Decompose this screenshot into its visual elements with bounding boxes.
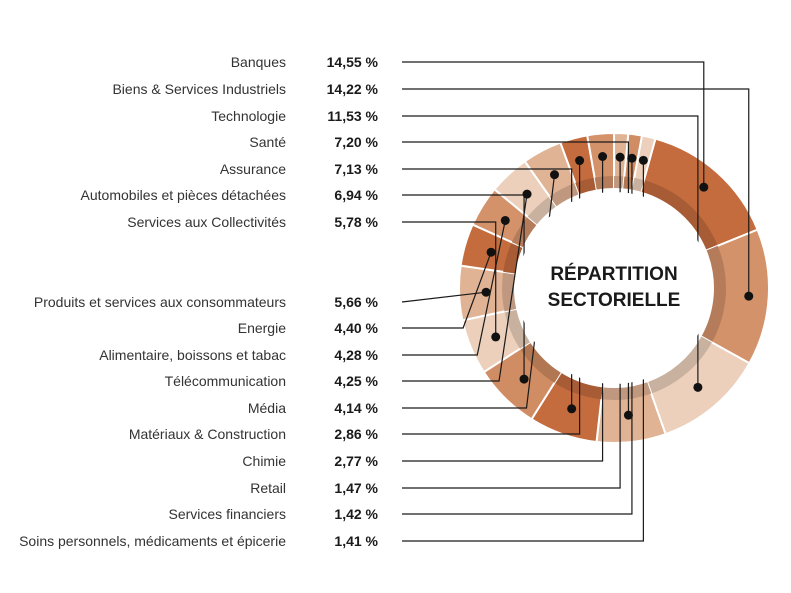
slice-band-5 [554,372,603,400]
category-label: Biens & Services Industriels [112,81,286,97]
category-label: Alimentaire, boissons et tabac [99,347,286,363]
leader-dot [491,332,501,342]
category-label: Services financiers [169,506,287,522]
category-label: Matériaux & Construction [129,426,286,442]
category-label: Soins personnels, médicaments et épiceri… [19,533,286,549]
donut-center [518,192,710,384]
slice-band-4 [601,382,652,400]
leader-dot [615,152,625,162]
value-label: 14,22 % [327,81,379,97]
leader-line [402,221,497,337]
leader-dot [598,151,608,161]
category-label: Banques [231,54,286,70]
slice-band-17 [632,177,644,192]
leader-line [402,220,506,356]
category-label: Energie [238,320,286,336]
leader-dot [699,182,709,192]
category-labels: Banques Biens & Services Industriels Techn… [19,54,286,549]
value-label: 4,40 % [334,320,378,336]
leader-dot [567,404,577,414]
leader-line [402,88,750,297]
leader-dot [481,287,491,297]
slice-band-3 [647,336,712,394]
leader-dot [486,247,496,257]
category-label: Chimie [242,453,286,469]
leader-dot [522,189,532,199]
category-label: Santé [249,134,286,150]
leader-line [402,61,705,188]
value-label: 2,86 % [334,426,378,442]
leader-dot [627,153,637,163]
slice-band-11 [527,196,557,225]
slice-band-1 [640,180,718,251]
leader-dot [500,215,510,225]
leader-dot [550,170,560,180]
value-label: 6,94 % [334,187,378,203]
chart-title-line-2: SECTORIELLE [548,290,681,311]
category-label: Assurance [220,161,286,177]
value-label: 1,42 % [334,506,378,522]
value-label: 11,53 % [327,108,378,124]
category-label: Télécommunication [165,373,286,389]
slice-band-2 [701,245,726,343]
value-label: 7,13 % [334,161,378,177]
category-label: Technologie [211,108,286,124]
value-label: 14,55 % [327,54,379,70]
category-label: Automobiles et pièces détachées [81,187,286,203]
value-label: 5,78 % [334,214,378,230]
leader-dot [623,410,633,420]
category-label: Retail [250,480,286,496]
leader-dot [744,291,754,301]
value-labels: 14,55 % 14,22 % 11,53 % 7,20 % 7,13 % 6,94 % 5… [327,54,379,549]
slice-band-6 [519,342,561,383]
leader-dot [519,374,529,384]
slice-band-14 [594,176,615,190]
leader-line [402,252,492,329]
leader-dot [693,382,703,392]
category-label: Produits et services aux consommateurs [34,294,286,310]
value-label: 5,66 % [334,294,378,310]
slice-band-13 [575,177,597,195]
value-label: 1,41 % [334,533,378,549]
leader-line [401,291,487,303]
slice-band-9 [503,242,523,274]
leader-dot [638,155,648,165]
value-label: 4,28 % [334,347,378,363]
value-label: 7,20 % [334,134,378,150]
value-label: 1,47 % [334,480,378,496]
value-label: 4,25 % [334,373,378,389]
slice-band-8 [501,271,517,312]
chart-title-line-1: RÉPARTITION [550,263,677,285]
leader-dot [575,156,585,166]
leader-line [402,193,528,382]
value-label: 4,14 % [334,400,378,416]
category-label: Média [248,400,286,416]
slice-band-15 [614,176,625,189]
category-label: Services aux Collectivités [127,214,286,230]
value-label: 2,77 % [334,453,378,469]
